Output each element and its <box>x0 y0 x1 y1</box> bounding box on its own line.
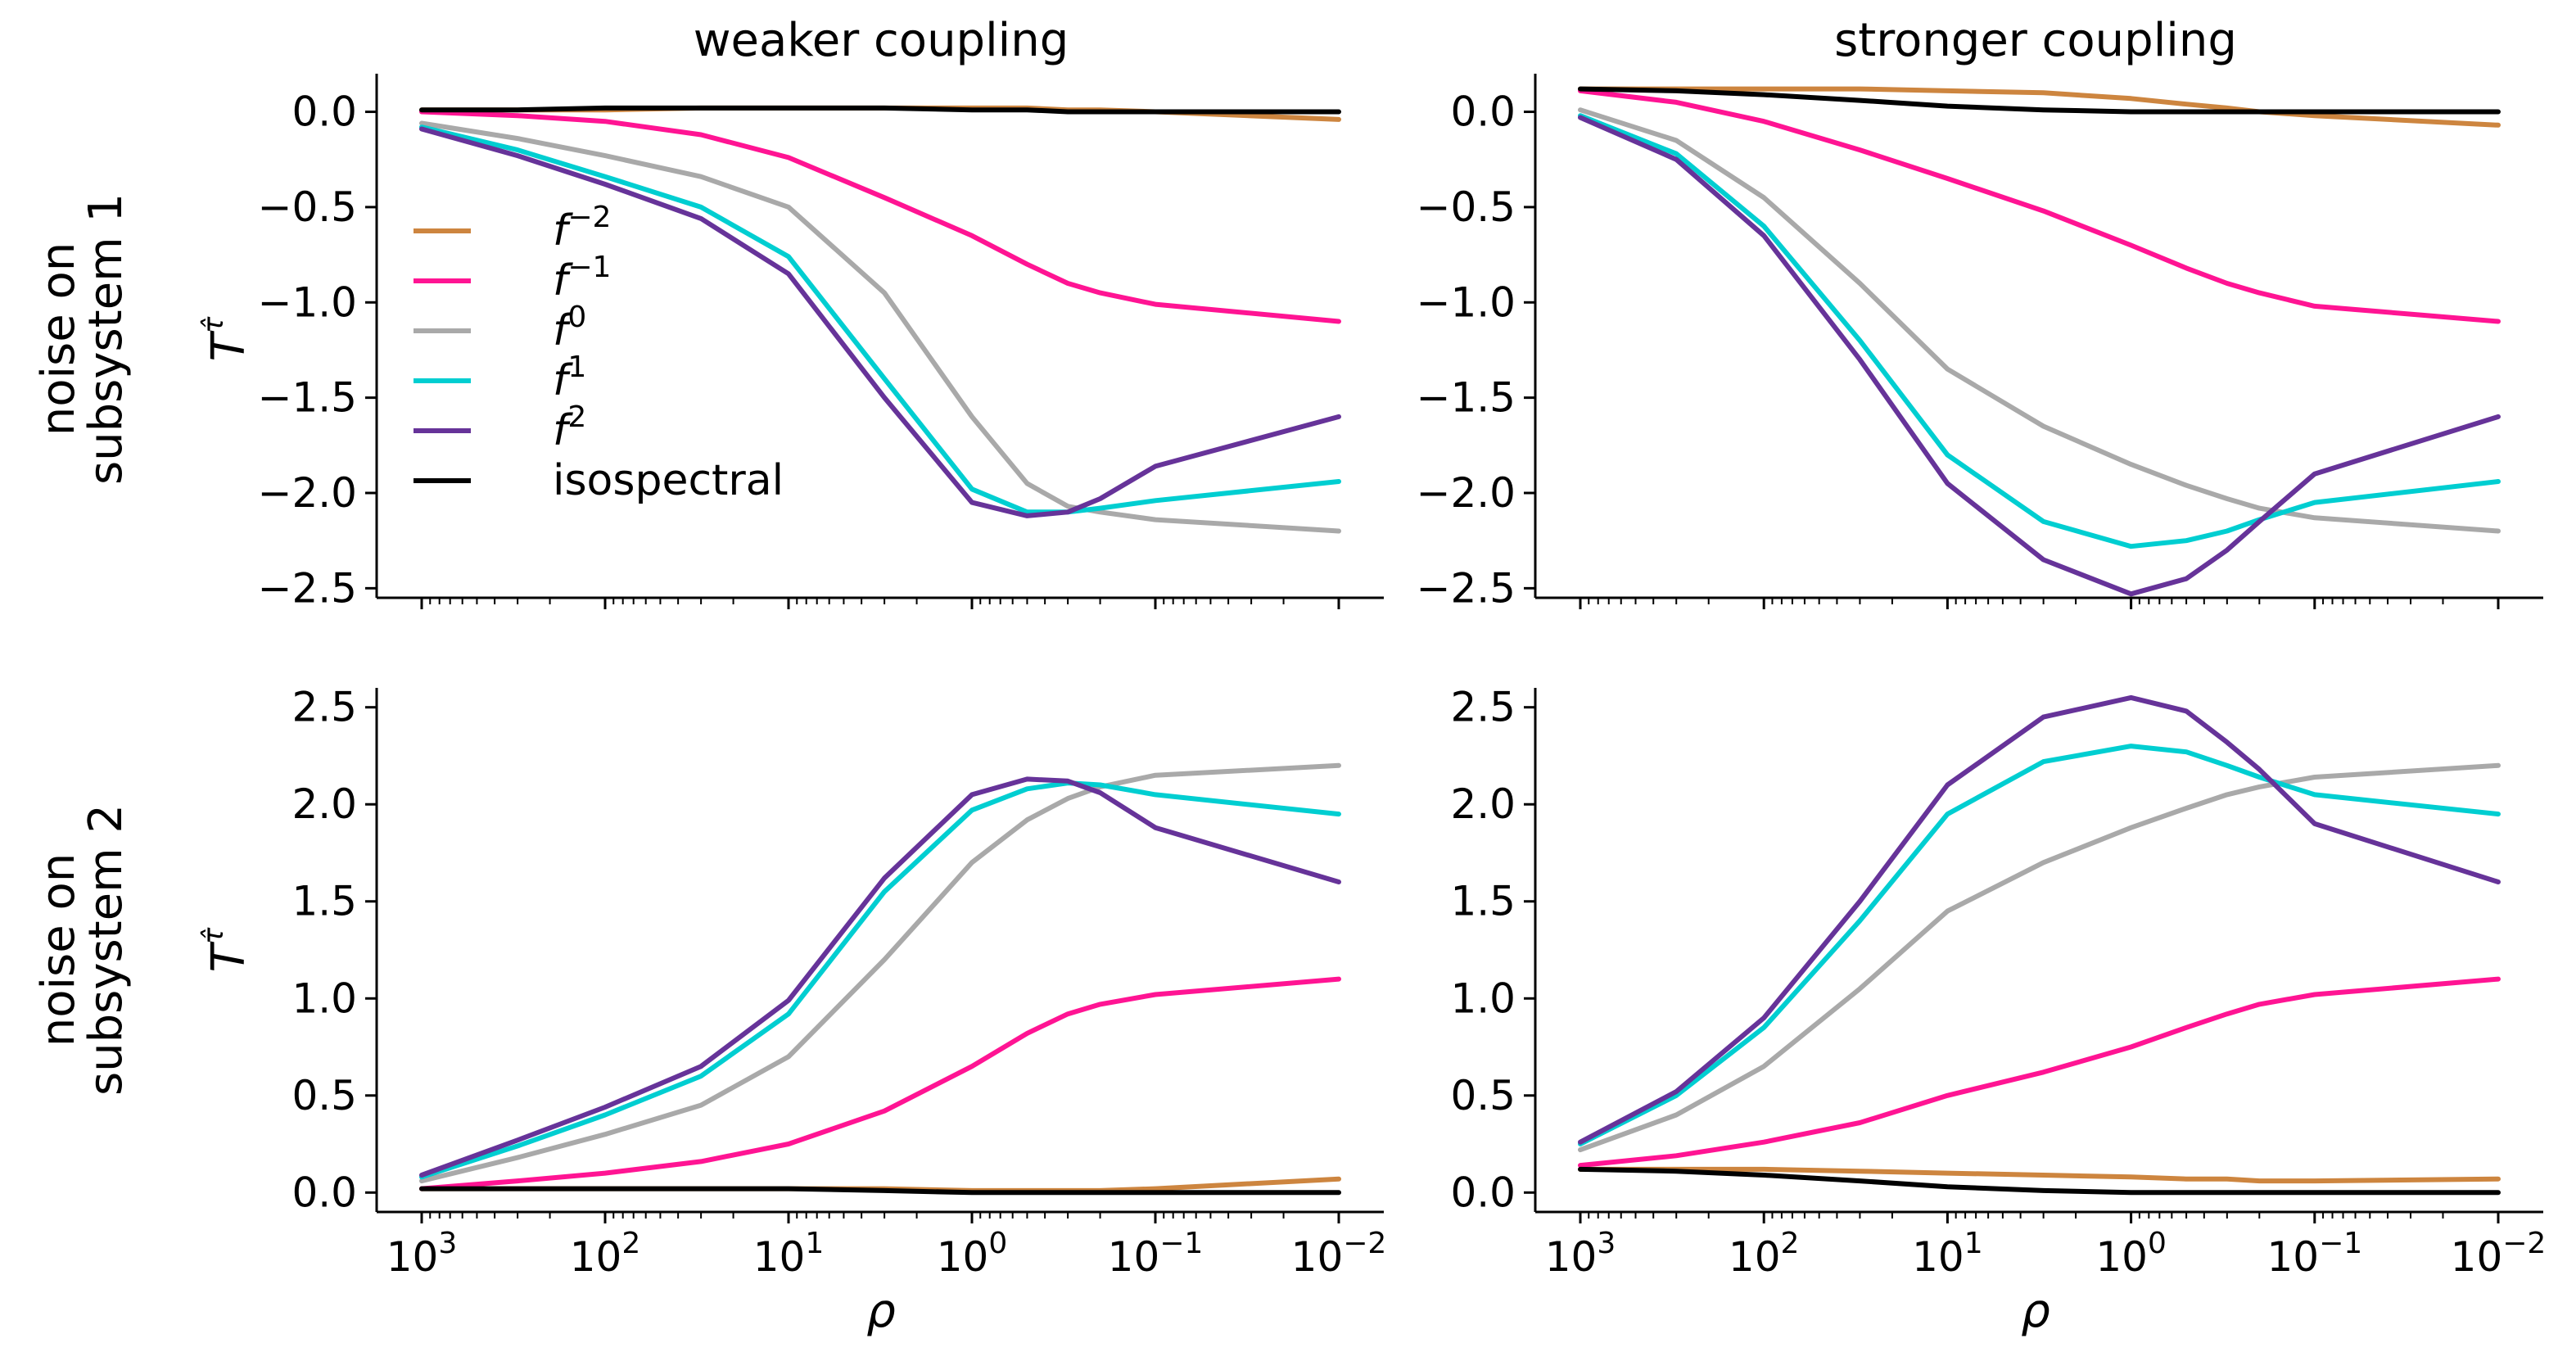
y-tick-label: −1.5 <box>1417 374 1516 422</box>
y-tick-label: −0.5 <box>1417 183 1516 231</box>
ylabel-bottom-base: T <box>202 941 255 972</box>
xlabel-right: ρ <box>2021 1285 2050 1338</box>
y-tick-label: 2.5 <box>1450 684 1516 731</box>
x-tick-label: 101 <box>753 1227 825 1281</box>
series-line-f0 <box>419 120 1341 534</box>
legend-label-f0: f0 <box>553 301 586 355</box>
y-tick-label: 0.5 <box>291 1072 357 1119</box>
series-line-iso <box>419 1186 1341 1196</box>
x-tick-label: 100 <box>937 1227 1008 1281</box>
legend-label-fm1: f−1 <box>553 251 611 305</box>
series-line-f2 <box>419 126 1341 518</box>
row-label-subsystem-1: noise on subsystem 1 <box>32 193 133 485</box>
panel-bottom-left: 0.0 0.5 1.0 1.5 2.0 2.5 103 102 101 100 10−1 10−2 <box>291 684 1386 1281</box>
x-tick-label: 10−1 <box>2266 1227 2362 1281</box>
series-line-f2 <box>1578 694 2501 1145</box>
x-tick-label: 10−2 <box>1291 1227 1387 1281</box>
y-tick-label: 0.5 <box>1450 1072 1516 1119</box>
series-line-f0 <box>419 762 1341 1184</box>
y-tick-label: 2.0 <box>1450 780 1516 828</box>
row-label-subsystem-2: noise on subsystem 2 <box>32 804 133 1096</box>
series-line-fm2 <box>1578 1166 2501 1184</box>
x-tick-label: 10−1 <box>1108 1227 1204 1281</box>
col-title-stronger: stronger coupling <box>1834 14 2237 67</box>
svg-text:Tτ̂: Tτ̂ <box>197 927 255 972</box>
y-tick-label: 1.5 <box>1450 878 1516 925</box>
panel-top-right: 0.0 −0.5 −1.0 −1.5 −2.0 −2.5 <box>1417 74 2543 612</box>
legend-label-f1: f1 <box>553 350 586 405</box>
series-line-iso <box>419 105 1341 115</box>
row-label-2-line1: noise on <box>32 853 85 1047</box>
y-tick-label: −2.0 <box>1417 469 1516 517</box>
y-tick-label: 1.5 <box>291 878 357 925</box>
y-tick-label: −2.5 <box>1417 564 1516 612</box>
panel-bottom-right: 0.0 0.5 1.0 1.5 2.0 2.5 103 102 101 100 10−1 10−2 <box>1450 684 2546 1281</box>
series-line-f2 <box>419 776 1341 1178</box>
x-tick-label: 102 <box>1729 1227 1800 1281</box>
y-tick-label: −2.5 <box>258 564 357 612</box>
series-line-iso <box>1578 1166 2501 1196</box>
row-label-1-line2: subsystem 1 <box>79 193 133 485</box>
y-tick-label: 1.0 <box>291 974 357 1022</box>
legend-label-f2: f2 <box>553 400 586 455</box>
series-line-fm1 <box>419 109 1341 324</box>
row-label-1-line1: noise on <box>32 242 85 436</box>
y-tick-label: 1.0 <box>1450 974 1516 1022</box>
series-line-f1 <box>1578 744 2501 1146</box>
legend-label-iso: isospectral <box>553 456 784 505</box>
series-line-f0 <box>1578 762 2501 1153</box>
panels: 0.0 −0.5 −1.0 −1.5 −2.0 −2.5 0.0 −0.5 −1.0 −1.5 −2… <box>258 74 2546 1281</box>
series-line-f1 <box>1578 113 2501 549</box>
x-tick-label: 103 <box>1545 1227 1616 1281</box>
svg-text:Tτ̂: Tτ̂ <box>197 316 255 361</box>
y-tick-label: −0.5 <box>258 183 357 231</box>
y-tick-label: 0.0 <box>1450 1169 1516 1216</box>
row-label-2-line2: subsystem 2 <box>79 804 133 1096</box>
series-line-iso <box>1578 86 2501 115</box>
x-tick-label: 102 <box>570 1227 641 1281</box>
series-line-f0 <box>1578 107 2501 534</box>
y-tick-label: 0.0 <box>291 1169 357 1216</box>
col-title-weaker: weaker coupling <box>694 14 1069 67</box>
x-tick-label: 10−2 <box>2451 1227 2547 1281</box>
x-tick-label: 101 <box>1912 1227 1983 1281</box>
ylabel-top-sup: τ̂ <box>197 316 230 333</box>
y-tick-label: 0.0 <box>1450 88 1516 136</box>
y-tick-label: −2.0 <box>258 469 357 517</box>
panel-top-left: 0.0 −0.5 −1.0 −1.5 −2.0 −2.5 <box>258 74 1384 612</box>
xlabel-left: ρ <box>866 1285 896 1338</box>
series-line-fm1 <box>1578 976 2501 1169</box>
legend-label-fm2: f−2 <box>553 201 611 255</box>
series-line-f2 <box>1578 115 2501 597</box>
ylabel-top-base: T <box>202 330 255 361</box>
series-line-fm1 <box>1578 88 2501 324</box>
y-tick-label: 2.5 <box>291 684 357 731</box>
series-line-fm1 <box>419 976 1341 1191</box>
ylabel-bottom-sup: τ̂ <box>197 927 230 944</box>
y-tick-label: 2.0 <box>291 780 357 828</box>
series-line-f1 <box>419 780 1341 1180</box>
ylabel-top: Tτ̂ <box>197 316 255 361</box>
y-tick-label: −1.0 <box>1417 278 1516 326</box>
y-tick-label: −1.0 <box>258 278 357 326</box>
ylabel-bottom: Tτ̂ <box>197 927 255 972</box>
x-tick-label: 103 <box>386 1227 458 1281</box>
y-tick-label: −1.5 <box>258 374 357 422</box>
x-tick-label: 100 <box>2095 1227 2167 1281</box>
y-tick-label: 0.0 <box>291 88 357 136</box>
series-line-f1 <box>419 124 1341 515</box>
